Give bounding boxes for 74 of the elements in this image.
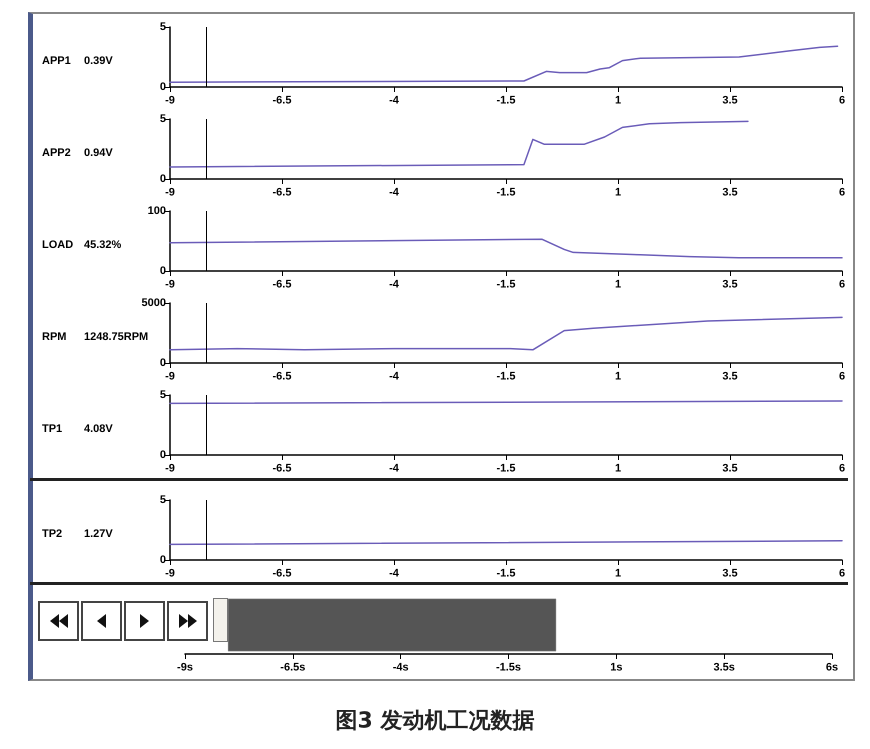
y-axis-title: RPM [42,331,66,343]
x-tick-label: 3.5 [722,94,738,106]
x-tick-label: -6.5 [272,278,292,290]
text: 1.27V [84,528,114,540]
x-tick-label: -9s [177,662,193,674]
x-tick-label: 3.5s [713,662,735,674]
text: 45.32% [84,239,122,251]
x-tick-label: 1 [614,462,622,474]
x-tick-label: -4 [389,278,400,290]
x-tick-label: -9 [165,462,175,474]
x-tick-label: -9 [165,370,175,382]
y-tick-label: 5 [160,494,166,506]
x-tick-label: -9 [165,94,175,106]
x-tick-label: -4 [389,462,400,474]
y-axis-title: APP2 [42,147,71,159]
x-tick-label: -4 [389,186,400,198]
y-tick-label: 0 [160,173,166,185]
x-tick-label: 3.5 [722,278,738,290]
x-tick-label: 6 [838,278,846,290]
text: 图3 发动机工况数据 [336,708,534,734]
text: 0.94V [84,147,114,159]
x-tick-label: -6.5 [272,94,292,106]
y-axis-title: LOAD [42,239,74,251]
x-tick-label: 1 [614,568,622,580]
y-tick-label: 5 [160,389,166,401]
x-tick-label: -1.5 [496,568,516,580]
x-tick-label: -1.5 [496,278,516,290]
x-tick-label: 6 [838,462,846,474]
x-tick-label: 1 [614,370,622,382]
x-tick-label: 1 [614,278,622,290]
y-tick-label: 0 [160,357,166,369]
x-tick-label: -1.5 [496,94,516,106]
text: 1248.75RPM [84,331,148,343]
y-axis-title: TP2 [42,528,62,540]
x-tick-label: 6 [838,370,846,382]
x-tick-label: 6s [826,662,838,674]
x-tick-label: -1.5 [496,462,516,474]
x-tick-label: -4 [389,94,400,106]
y-axis-title: TP1 [42,423,62,435]
x-tick-label: -6.5s [280,662,306,674]
x-tick-label: -9 [165,278,175,290]
text: 0.39V [84,55,114,67]
x-tick-label: 3.5 [722,568,738,580]
x-tick-label: -6.5 [272,568,292,580]
x-tick-label: -4s [392,662,409,674]
x-tick-label: 3.5 [722,370,738,382]
x-tick-label: -9 [165,186,175,198]
y-tick-label: 0 [160,265,166,277]
y-tick-label: 5000 [142,297,166,309]
x-tick-label: -4 [389,568,400,580]
y-tick-label: 0 [160,554,166,566]
x-tick-label: -6.5 [272,370,292,382]
x-tick-label: -1.5 [496,370,516,382]
x-tick-label: -6.5 [272,186,292,198]
x-tick-label: -1.5s [496,662,522,674]
x-tick-label: 6 [838,94,846,106]
x-tick-label: 1s [610,662,622,674]
x-tick-label: -1.5 [496,186,516,198]
x-tick-label: 3.5 [722,462,738,474]
y-tick-label: 5 [160,21,166,33]
text: 4.08V [84,423,114,435]
x-tick-label: -9 [165,568,175,580]
y-tick-label: 100 [148,205,166,217]
y-tick-label: 0 [160,449,166,461]
y-tick-label: 0 [160,81,166,93]
x-tick-label: 1 [614,94,622,106]
x-tick-label: 3.5 [722,186,738,198]
x-tick-label: 1 [614,186,622,198]
x-tick-label: 6 [838,568,846,580]
y-axis-title: APP1 [42,55,71,67]
x-tick-label: -4 [389,370,400,382]
y-tick-label: 5 [160,113,166,125]
x-tick-label: -6.5 [272,462,292,474]
x-tick-label: 6 [838,186,846,198]
